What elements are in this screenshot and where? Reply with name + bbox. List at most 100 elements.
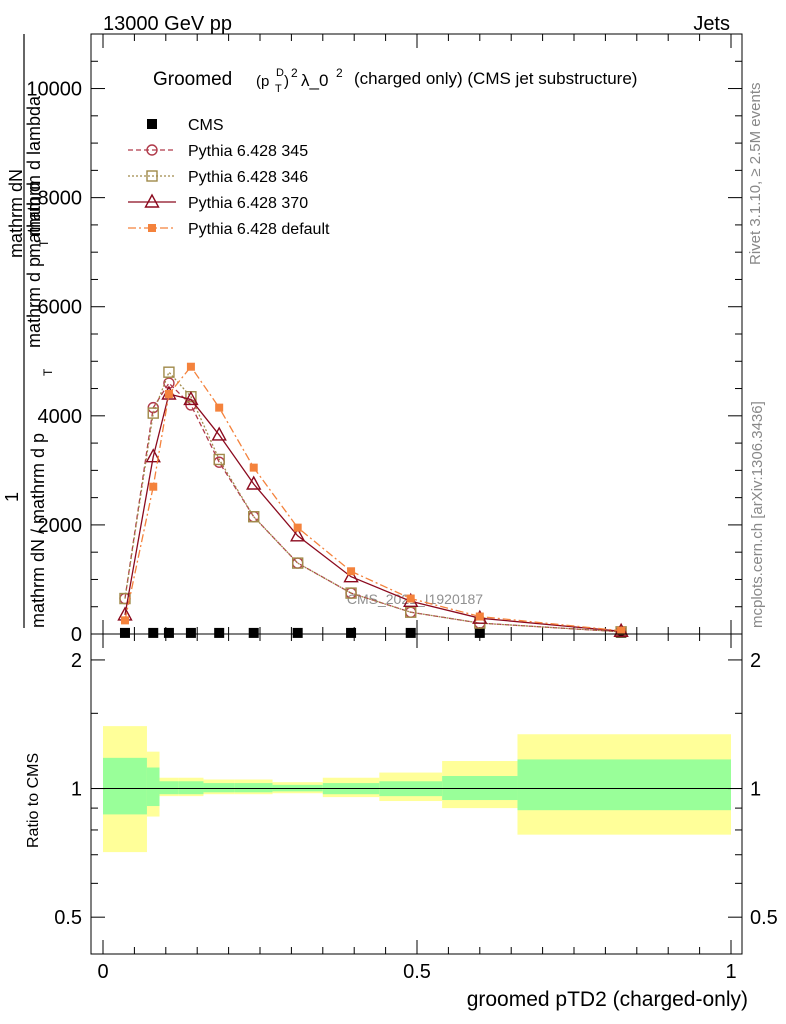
title-rest: (charged only) (CMS jet substructure) xyxy=(354,69,637,88)
data-point xyxy=(405,606,417,618)
x-tick-label: 0 xyxy=(97,961,108,983)
ylabel-part-top: mathrm d xyxy=(24,182,44,258)
ratio-y-tick-label-right: 2 xyxy=(750,650,761,672)
legend-label: Pythia 6.428 346 xyxy=(188,169,308,186)
title-lambda: λ_0 xyxy=(301,71,328,90)
main-series xyxy=(117,362,629,638)
legend-marker xyxy=(147,119,157,129)
title-close: ) xyxy=(284,73,289,90)
legend-label: Pythia 6.428 370 xyxy=(188,195,308,212)
data-point xyxy=(343,568,359,583)
data-point xyxy=(405,627,416,638)
data-point xyxy=(345,587,357,599)
ratio-band-inner xyxy=(442,776,518,801)
mcplots-label: mcplots.cern.ch [arXiv:1306.3436] xyxy=(749,401,766,628)
series-line xyxy=(124,382,622,633)
data-point xyxy=(290,527,306,542)
data-point xyxy=(120,616,129,625)
ratio-band-inner xyxy=(146,767,160,807)
ratio-y-tick-label: 1 xyxy=(71,779,82,801)
ratio-panel: 0.5 0.51 12 2 0 0.5 1 xyxy=(54,633,778,983)
data-point xyxy=(148,627,159,638)
data-point xyxy=(249,463,258,472)
legend-marker xyxy=(148,224,156,232)
legend-label: CMS xyxy=(188,117,224,134)
ylabel-dpt: mathrm d p xyxy=(24,257,44,348)
y-tick-label: 10000 xyxy=(26,79,82,101)
y-tick-label: 2000 xyxy=(38,515,83,537)
data-point xyxy=(186,362,195,371)
data-point xyxy=(214,627,225,638)
series-line xyxy=(124,370,622,633)
ratio-band-inner xyxy=(178,781,204,795)
y-tick-label: 8000 xyxy=(38,188,83,210)
data-point xyxy=(185,627,196,638)
legend-marker xyxy=(144,193,160,208)
x-tick-label: 0.5 xyxy=(403,961,431,983)
legend-label: Pythia 6.428 default xyxy=(188,221,330,238)
data-point xyxy=(246,475,262,490)
title-sq2: 2 xyxy=(336,66,343,80)
chart-title: Groomed (p T D ) 2 λ_0 2 (charged only) … xyxy=(153,66,637,95)
main-ylabel: mathrm d 1 mathrm dN / mathrm d p T math… xyxy=(2,34,55,628)
ratio-band-inner xyxy=(517,759,731,811)
ratio-band-inner xyxy=(159,781,179,795)
data-point xyxy=(215,403,224,412)
data-point xyxy=(211,426,227,441)
data-point xyxy=(163,627,174,638)
ylabel-dlambda: mathrm d lambda xyxy=(24,95,44,236)
main-y-ticks: 0 2000 4000 6000 8000 10000 xyxy=(26,33,742,646)
legend-marker xyxy=(146,144,158,156)
data-point xyxy=(163,366,175,378)
y-tick-label: 0 xyxy=(71,624,82,646)
ratio-x-ticks: 0 0.5 1 xyxy=(97,634,737,983)
legend: CMS Pythia 6.428 345 Pythia 6.428 346 Pythi… xyxy=(128,117,330,238)
x-tick-label: 1 xyxy=(725,961,736,983)
data-point xyxy=(293,523,302,532)
ratio-band-inner xyxy=(103,757,147,815)
ratio-bands xyxy=(103,726,731,853)
data-point xyxy=(183,390,199,406)
x-axis-title: groomed pTD2 (charged-only) xyxy=(467,988,748,1011)
data-point xyxy=(291,557,304,569)
series-line xyxy=(124,393,622,632)
ylabel-dn: mathrm dN xyxy=(6,169,26,258)
ratio-ylabel: Ratio to CMS xyxy=(25,753,42,848)
ylabel-sub-t1: T xyxy=(41,368,55,376)
ylabel-sub-t2: T xyxy=(37,239,51,247)
data-point xyxy=(248,511,260,523)
data-point xyxy=(147,407,159,419)
data-point xyxy=(474,627,485,638)
legend-marker xyxy=(146,170,158,182)
data-point xyxy=(291,557,304,569)
series-4 xyxy=(120,362,626,635)
ratio-y-tick-label: 0.5 xyxy=(54,907,82,929)
data-point xyxy=(119,627,130,638)
ratio-band-inner xyxy=(234,783,273,793)
ylabel-numerator: 1 xyxy=(2,492,22,502)
data-point xyxy=(406,594,415,603)
header-right: Jets xyxy=(693,13,730,35)
title-d: D xyxy=(276,67,284,79)
data-point xyxy=(248,627,259,638)
data-point xyxy=(347,567,356,576)
y-tick-label: 4000 xyxy=(38,406,83,428)
title-ptd-open: (p xyxy=(256,73,269,90)
ratio-y-tick-label-right: 0.5 xyxy=(750,907,778,929)
title-sq: 2 xyxy=(291,66,298,80)
legend-label: Pythia 6.428 345 xyxy=(188,143,308,160)
header-left: 13000 GeV pp xyxy=(103,13,232,35)
data-point xyxy=(346,627,357,638)
data-point xyxy=(149,482,158,491)
series-0 xyxy=(119,627,627,638)
data-point xyxy=(292,627,303,638)
rivet-label: Rivet 3.1.10, ≥ 2.5M events xyxy=(747,83,764,266)
data-point xyxy=(164,390,173,398)
ratio-y-ticks: 0.5 0.5 1 1 2 2 xyxy=(54,650,778,929)
data-point xyxy=(475,612,484,621)
watermark: CMS_2021_I1920187 xyxy=(347,591,483,607)
data-point xyxy=(617,626,626,635)
y-tick-label: 6000 xyxy=(38,297,83,319)
ratio-band-inner xyxy=(203,783,235,793)
